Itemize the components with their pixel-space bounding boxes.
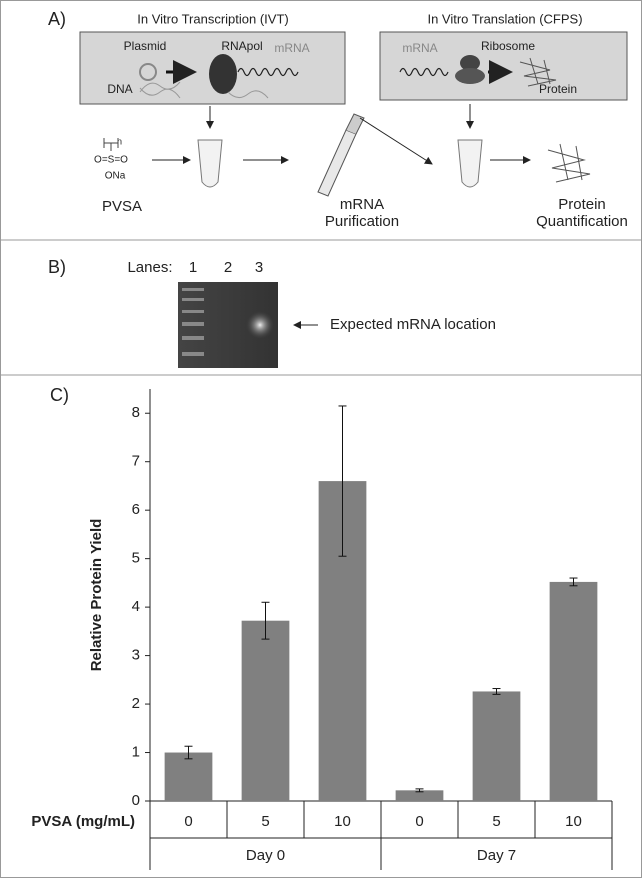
box-title: In Vitro Transcription (IVT) — [137, 11, 288, 26]
dna-helix — [139, 81, 269, 99]
ribosome-icon — [455, 68, 485, 84]
y-tick-label: 7 — [132, 453, 140, 470]
pipette-icon — [345, 113, 365, 135]
lane-number: 1 — [189, 259, 197, 276]
ribosome-icon — [460, 55, 480, 71]
x-tick-label: 5 — [261, 813, 269, 830]
panel-label: A) — [48, 9, 66, 29]
bar — [472, 691, 521, 801]
x-tick-label: 0 — [184, 813, 192, 830]
step-label: Protein — [558, 196, 606, 213]
box-title: In Vitro Translation (CFPS) — [427, 11, 582, 26]
step-label: Quantification — [536, 213, 628, 230]
x-axis-title: PVSA (mg/mL) — [31, 813, 135, 830]
panel-b: B) Lanes: 1 2 3 Expected mRNA location — [48, 257, 496, 368]
panel-label: B) — [48, 257, 66, 277]
label: DNA — [107, 82, 132, 96]
mrna-coil — [237, 67, 299, 77]
structure-label: n — [117, 136, 122, 146]
y-tick-label: 6 — [132, 501, 140, 518]
rnapol-icon — [209, 54, 237, 94]
annotation: Expected mRNA location — [330, 316, 496, 333]
y-axis-title: Relative Protein Yield — [88, 519, 105, 672]
label: Protein — [539, 82, 577, 96]
mrna-band — [246, 311, 274, 339]
bar — [395, 790, 444, 801]
step-label: PVSA — [102, 198, 142, 215]
pipette-icon — [317, 129, 357, 197]
protein-icon — [547, 143, 591, 183]
y-tick-label: 4 — [132, 598, 140, 615]
y-tick-label: 2 — [132, 695, 140, 712]
y-tick-label: 1 — [132, 743, 140, 760]
structure-label: O=S=O — [94, 155, 128, 166]
group-label: Day 0 — [246, 847, 285, 864]
x-tick-label: 5 — [492, 813, 500, 830]
bar — [241, 620, 290, 801]
structure-label: ONa — [105, 171, 126, 182]
y-tick-label: 3 — [132, 647, 140, 664]
label: Ribosome — [481, 39, 535, 53]
mrna-coil — [399, 67, 449, 77]
arrow — [359, 117, 433, 165]
step-label: Purification — [325, 213, 399, 230]
panel-label: C) — [50, 385, 69, 405]
label: mRNA — [274, 41, 309, 55]
protein-icon — [519, 57, 557, 87]
ladder-bands — [182, 288, 204, 356]
lanes-label: Lanes: — [127, 259, 172, 276]
panel-c: C) Relative Protein Yield PVSA (mg/mL) 0… — [31, 385, 613, 870]
x-tick-label: 0 — [415, 813, 423, 830]
label: mRNA — [402, 41, 437, 55]
y-tick-label: 5 — [132, 550, 140, 567]
panel-a: A) In Vitro Transcription (IVT) Plasmid … — [48, 9, 628, 230]
structure-bond — [103, 138, 119, 151]
step-label: mRNA — [340, 196, 384, 213]
y-tick-label: 0 — [132, 792, 140, 809]
x-tick-label: 10 — [334, 813, 351, 830]
lane-number: 3 — [255, 259, 263, 276]
lane-number: 2 — [224, 259, 232, 276]
tube-icon — [457, 139, 483, 188]
tube-icon — [197, 139, 223, 188]
label: RNApol — [221, 39, 262, 53]
label: Plasmid — [124, 39, 167, 53]
bar — [164, 752, 213, 801]
plasmid-icon — [139, 63, 157, 81]
y-tick-label: 8 — [132, 404, 140, 421]
group-label: Day 7 — [477, 847, 516, 864]
x-tick-label: 10 — [565, 813, 582, 830]
bar — [549, 581, 598, 801]
